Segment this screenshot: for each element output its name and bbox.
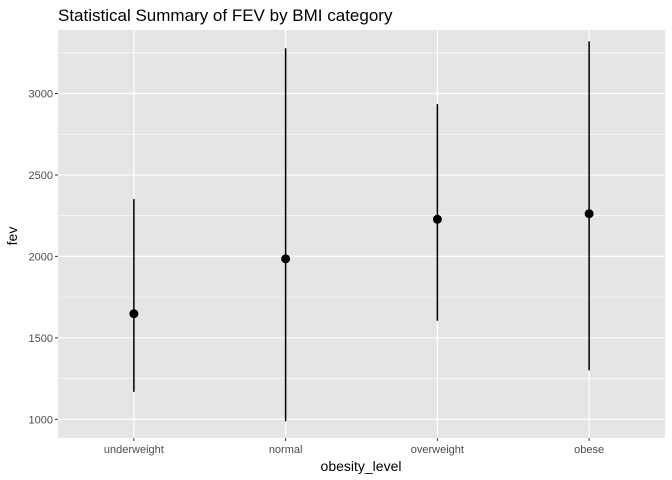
y-tick-label: 2500	[29, 170, 53, 182]
x-tick-label: normal	[269, 444, 303, 456]
y-tick-label: 1000	[29, 414, 53, 426]
mean-point-underweight	[129, 309, 139, 319]
mean-point-normal	[281, 254, 291, 264]
y-axis: 1000 1500 2000 2500 3000	[29, 89, 58, 426]
x-tick-label: underweight	[104, 444, 164, 456]
plot-panel	[58, 30, 665, 438]
y-tick-label: 1500	[29, 333, 53, 345]
mean-point-overweight	[432, 214, 442, 224]
x-axis: underweight normal overweight obese	[104, 438, 604, 456]
chart-title: Statistical Summary of FEV by BMI catego…	[58, 6, 393, 25]
mean-points	[129, 209, 594, 319]
mean-point-obese	[584, 209, 594, 219]
x-axis-title: obesity_level	[321, 458, 402, 474]
y-axis-title: fev	[4, 227, 20, 246]
y-tick-label: 3000	[29, 89, 53, 101]
y-tick-label: 2000	[29, 251, 53, 263]
x-tick-label: obese	[574, 444, 604, 456]
minor-gridlines	[58, 52, 665, 379]
range-lines	[133, 41, 590, 422]
x-tick-label: overweight	[411, 444, 464, 456]
